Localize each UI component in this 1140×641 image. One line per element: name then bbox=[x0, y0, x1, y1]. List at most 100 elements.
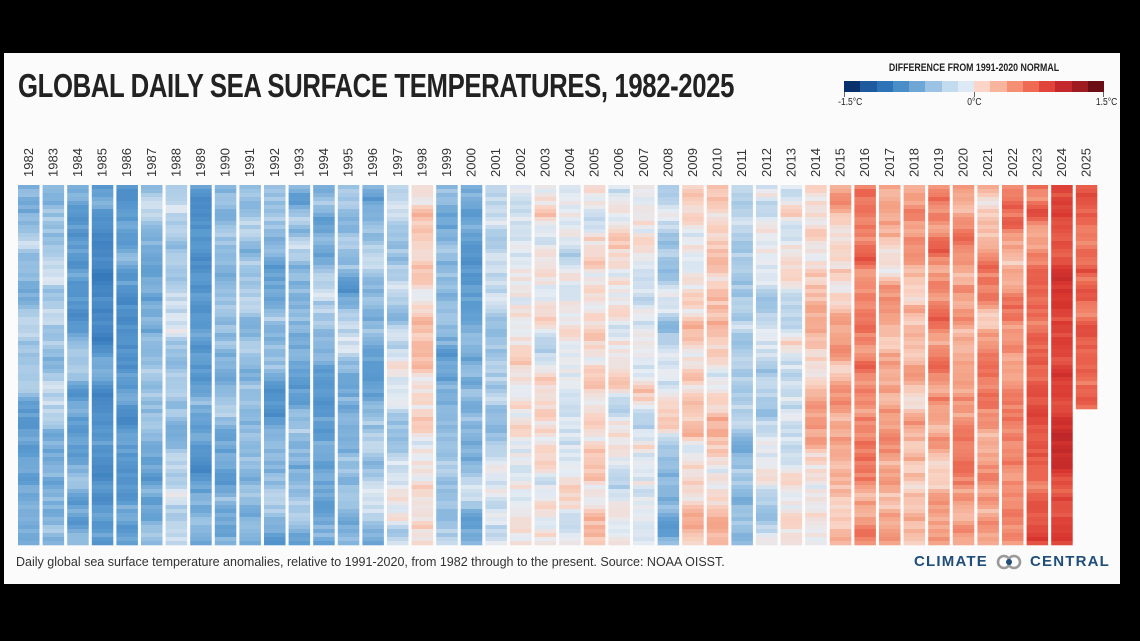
heatmap-cell bbox=[658, 393, 680, 397]
heatmap-cell bbox=[239, 269, 261, 273]
heatmap-cell bbox=[781, 341, 803, 345]
heatmap-cell bbox=[190, 273, 212, 277]
heatmap-cell bbox=[116, 345, 137, 349]
heatmap-cell bbox=[67, 185, 89, 189]
heatmap-cell bbox=[731, 217, 753, 221]
heatmap-cell bbox=[43, 401, 65, 405]
heatmap-cell bbox=[707, 421, 729, 425]
heatmap-cell bbox=[1002, 513, 1024, 517]
heatmap-cell bbox=[239, 429, 261, 433]
heatmap-cell bbox=[1076, 337, 1098, 341]
heatmap-cell bbox=[608, 229, 630, 233]
heatmap-cell bbox=[313, 337, 335, 341]
heatmap-cell bbox=[953, 409, 975, 413]
heatmap-cell bbox=[485, 241, 507, 245]
heatmap-cell bbox=[92, 425, 114, 429]
heatmap-cell bbox=[43, 293, 65, 297]
heatmap-cell bbox=[362, 301, 384, 305]
heatmap-cell bbox=[116, 377, 137, 381]
heatmap-cell bbox=[141, 209, 163, 213]
heatmap-cell bbox=[485, 349, 507, 353]
heatmap-cell bbox=[289, 397, 311, 401]
heatmap-cell bbox=[535, 441, 557, 445]
heatmap-cell bbox=[166, 273, 188, 277]
heatmap-cell bbox=[461, 281, 483, 285]
heatmap-cell bbox=[264, 217, 286, 221]
heatmap-cell bbox=[756, 349, 778, 353]
heatmap-cell bbox=[854, 277, 876, 281]
heatmap-cell bbox=[805, 217, 827, 221]
heatmap-cell bbox=[215, 193, 237, 197]
heatmap-cell bbox=[535, 477, 557, 481]
heatmap-cell bbox=[682, 269, 704, 273]
heatmap-cell bbox=[559, 193, 581, 197]
heatmap-cell bbox=[338, 189, 360, 193]
heatmap-cell bbox=[362, 433, 384, 437]
heatmap-cell bbox=[436, 521, 458, 525]
heatmap-cell bbox=[559, 393, 581, 397]
heatmap-cell bbox=[190, 297, 212, 301]
heatmap-cell bbox=[953, 485, 975, 489]
heatmap-cell bbox=[1027, 209, 1049, 213]
heatmap-cell bbox=[707, 261, 729, 265]
heatmap-cell bbox=[412, 245, 434, 249]
heatmap-cell bbox=[67, 429, 89, 433]
heatmap-cell bbox=[977, 225, 999, 229]
heatmap-cell bbox=[141, 477, 163, 481]
heatmap-cell bbox=[879, 493, 901, 497]
heatmap-cell bbox=[1027, 449, 1049, 453]
heatmap-cell bbox=[387, 293, 409, 297]
heatmap-cell bbox=[1051, 301, 1073, 305]
heatmap-cell bbox=[239, 189, 261, 193]
heatmap-cell bbox=[436, 333, 458, 337]
heatmap-cell bbox=[756, 237, 778, 241]
heatmap-cell bbox=[805, 529, 827, 533]
heatmap-cell bbox=[289, 345, 311, 349]
heatmap-cell bbox=[436, 541, 458, 545]
heatmap-cell bbox=[608, 209, 630, 213]
year-label: 2022 bbox=[1005, 148, 1020, 177]
heatmap-cell bbox=[854, 465, 876, 469]
heatmap-cell bbox=[633, 509, 655, 513]
heatmap-cell bbox=[904, 489, 926, 493]
heatmap-cell bbox=[608, 245, 630, 249]
heatmap-cell bbox=[43, 281, 65, 285]
heatmap-cell bbox=[436, 237, 458, 241]
heatmap-cell bbox=[461, 465, 483, 469]
heatmap-cell bbox=[658, 425, 680, 429]
heatmap-cell bbox=[1027, 277, 1049, 281]
heatmap-cell bbox=[953, 365, 975, 369]
heatmap-cell bbox=[904, 305, 926, 309]
heatmap-cell bbox=[313, 377, 335, 381]
heatmap-cell bbox=[535, 453, 557, 457]
heatmap-cell bbox=[805, 361, 827, 365]
heatmap-cell bbox=[190, 385, 212, 389]
heatmap-cell bbox=[731, 285, 753, 289]
heatmap-cell bbox=[18, 313, 40, 317]
heatmap-cell bbox=[559, 385, 581, 389]
heatmap-cell bbox=[116, 437, 137, 441]
heatmap-cell bbox=[559, 449, 581, 453]
heatmap-cell bbox=[289, 433, 311, 437]
heatmap-cell bbox=[1076, 237, 1098, 241]
heatmap-cell bbox=[436, 273, 458, 277]
heatmap-cell bbox=[953, 417, 975, 421]
heatmap-cell bbox=[928, 225, 950, 229]
heatmap-cell bbox=[904, 525, 926, 529]
heatmap-cell bbox=[682, 505, 704, 509]
heatmap-cell bbox=[830, 297, 852, 301]
heatmap-cell bbox=[854, 525, 876, 529]
heatmap-cell bbox=[658, 193, 680, 197]
heatmap-cell bbox=[215, 409, 237, 413]
heatmap-cell bbox=[289, 193, 311, 197]
heatmap-cell bbox=[854, 321, 876, 325]
heatmap-cell bbox=[141, 261, 163, 265]
heatmap-cell bbox=[362, 521, 384, 525]
heatmap-cell bbox=[313, 225, 335, 229]
heatmap-cell bbox=[338, 253, 360, 257]
heatmap-cell bbox=[313, 369, 335, 373]
heatmap-cell bbox=[387, 309, 409, 313]
heatmap-cell bbox=[781, 321, 803, 325]
heatmap-cell bbox=[879, 237, 901, 241]
heatmap-cell bbox=[215, 521, 237, 525]
